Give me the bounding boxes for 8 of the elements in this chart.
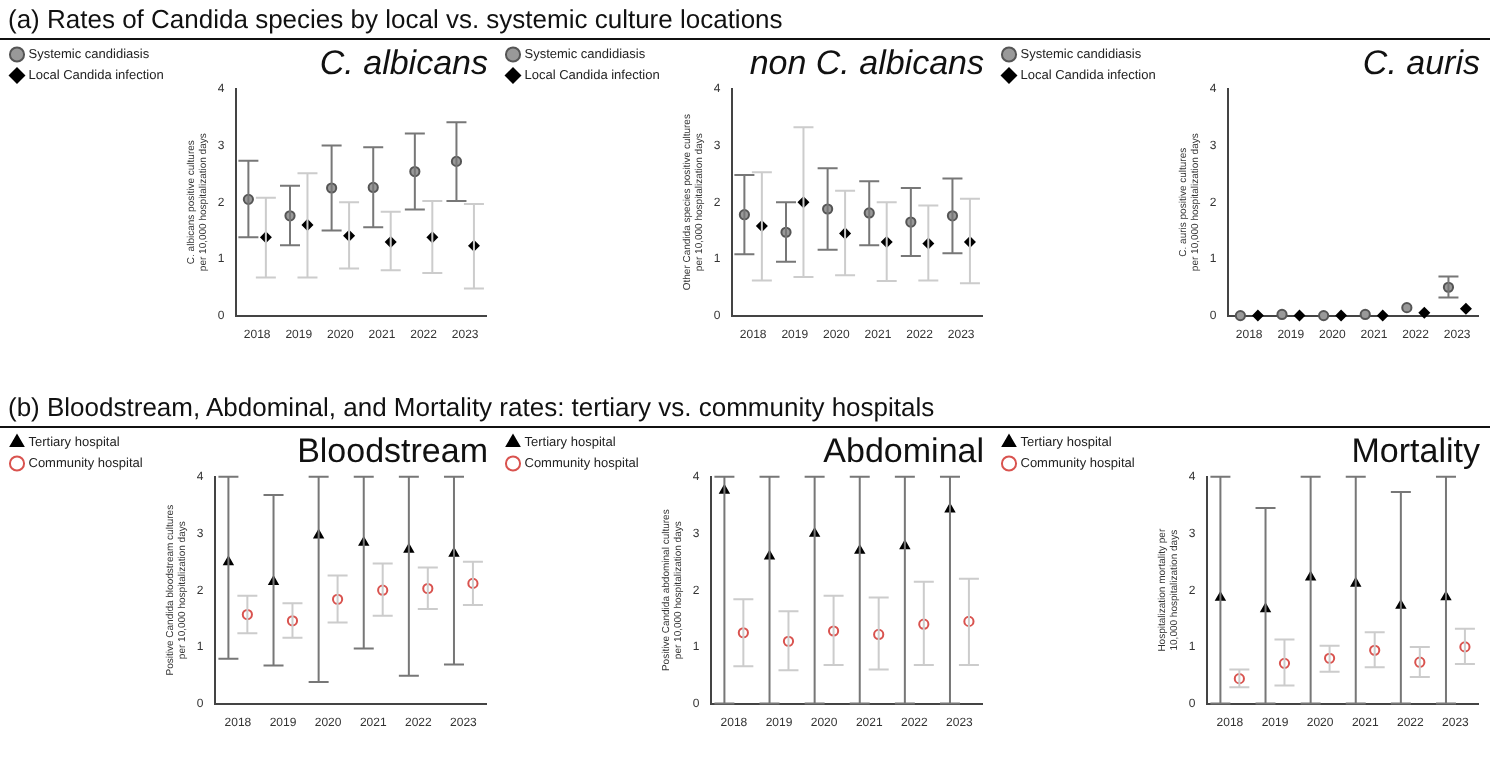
text: (a) Rates of Candida species by local vs. systemic culture locations <box>0 0 1490 40</box>
text: (b) Bloodstream, Abdominal, and Mortality rates: tertiary vs. community hospitals <box>0 388 1490 428</box>
chart-title: Abdominal <box>823 431 984 470</box>
chart-title: Bloodstream <box>297 431 488 470</box>
chart-title: Mortality <box>1351 431 1481 470</box>
chart-title: C. auris <box>1362 43 1481 82</box>
chart-title: non C. albicans <box>749 43 985 82</box>
chart-title: C. albicans <box>319 43 489 82</box>
